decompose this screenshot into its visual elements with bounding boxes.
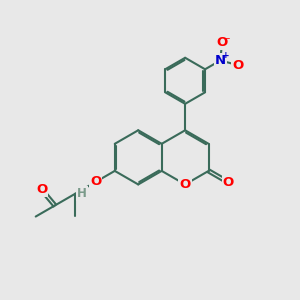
Text: O: O	[90, 176, 101, 188]
Text: +: +	[223, 51, 230, 60]
Text: O: O	[223, 176, 234, 189]
Text: ⁻: ⁻	[224, 36, 230, 46]
Text: O: O	[216, 36, 228, 49]
Text: O: O	[179, 178, 191, 191]
Text: O: O	[232, 59, 244, 72]
Text: O: O	[36, 183, 47, 196]
Text: H: H	[77, 187, 87, 200]
Text: N: N	[215, 54, 226, 67]
